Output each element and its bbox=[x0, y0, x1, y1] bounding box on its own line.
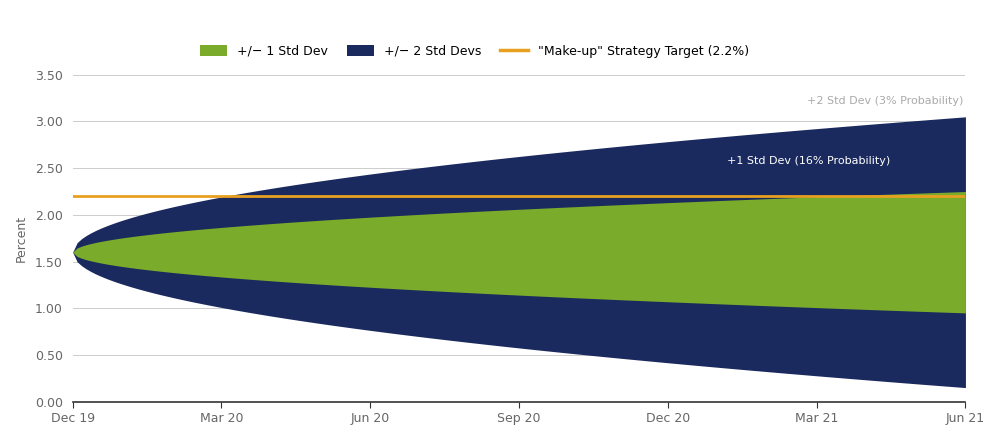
Legend: +/− 1 Std Dev, +/− 2 Std Devs, "Make-up" Strategy Target (2.2%): +/− 1 Std Dev, +/− 2 Std Devs, "Make-up"… bbox=[193, 39, 755, 64]
Text: +2 Std Dev (3% Probability): +2 Std Dev (3% Probability) bbox=[807, 96, 963, 106]
Y-axis label: Percent: Percent bbox=[15, 215, 28, 262]
Text: +1 Std Dev (16% Probability): +1 Std Dev (16% Probability) bbox=[727, 156, 891, 166]
